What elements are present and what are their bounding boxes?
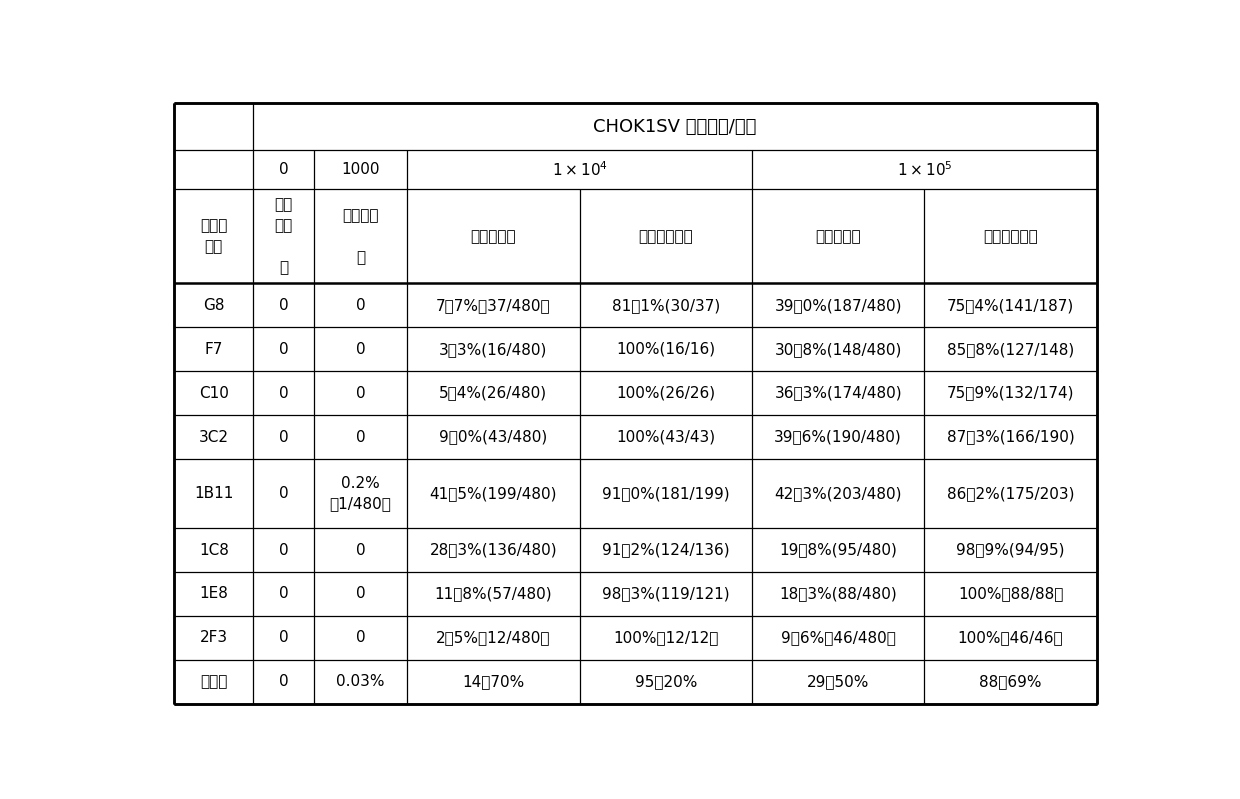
Text: 19．8%(95/480): 19．8%(95/480) xyxy=(779,543,897,558)
Text: 克隆
形成

率: 克隆 形成 率 xyxy=(274,197,293,276)
Text: 克隆形成率: 克隆形成率 xyxy=(470,229,516,244)
Text: 42．3%(203/480): 42．3%(203/480) xyxy=(775,486,901,501)
Text: 87．3%(166/190): 87．3%(166/190) xyxy=(946,430,1074,444)
Text: 0: 0 xyxy=(279,430,289,444)
Text: 细胞株
编号: 细胞株 编号 xyxy=(200,218,227,254)
Text: 100%（46/46）: 100%（46/46） xyxy=(957,630,1064,646)
Text: 9．0%(43/480): 9．0%(43/480) xyxy=(439,430,548,444)
Text: 2．5%（12/480）: 2．5%（12/480） xyxy=(436,630,551,646)
Text: 95．20%: 95．20% xyxy=(635,674,697,690)
Text: 0: 0 xyxy=(279,386,289,400)
Text: 单克隆形成率: 单克隆形成率 xyxy=(639,229,693,244)
Text: 平均值: 平均值 xyxy=(200,674,227,690)
Text: 85．8%(127/148): 85．8%(127/148) xyxy=(947,342,1074,356)
Text: F7: F7 xyxy=(205,342,223,356)
Text: 100%(26/26): 100%(26/26) xyxy=(616,386,715,400)
Text: 0: 0 xyxy=(356,386,366,400)
Text: 克隆形成

率: 克隆形成 率 xyxy=(342,208,379,264)
Text: G8: G8 xyxy=(203,298,224,312)
Text: 0: 0 xyxy=(279,630,289,646)
Text: 14．70%: 14．70% xyxy=(463,674,525,690)
Text: 81．1%(30/37): 81．1%(30/37) xyxy=(611,298,720,312)
Text: 86．2%(175/203): 86．2%(175/203) xyxy=(947,486,1074,501)
Text: 0: 0 xyxy=(279,543,289,558)
Text: 98．9%(94/95): 98．9%(94/95) xyxy=(956,543,1065,558)
Text: 28．3%(136/480): 28．3%(136/480) xyxy=(429,543,557,558)
Text: 克隆形成率: 克隆形成率 xyxy=(816,229,861,244)
Text: 0: 0 xyxy=(279,298,289,312)
Text: 91．0%(181/199): 91．0%(181/199) xyxy=(601,486,729,501)
Text: 11．8%(57/480): 11．8%(57/480) xyxy=(434,586,552,602)
Text: 1C8: 1C8 xyxy=(198,543,228,558)
Text: 39．0%(187/480): 39．0%(187/480) xyxy=(775,298,901,312)
Text: 0.03%: 0.03% xyxy=(336,674,384,690)
Text: 0: 0 xyxy=(279,674,289,690)
Text: 75．4%(141/187): 75．4%(141/187) xyxy=(947,298,1074,312)
Text: 100%（88/88）: 100%（88/88） xyxy=(957,586,1063,602)
Text: 75．9%(132/174): 75．9%(132/174) xyxy=(947,386,1074,400)
Text: 88．69%: 88．69% xyxy=(980,674,1042,690)
Text: 1E8: 1E8 xyxy=(200,586,228,602)
Text: 5．4%(26/480): 5．4%(26/480) xyxy=(439,386,547,400)
Text: CHOK1SV 密度（个/孔）: CHOK1SV 密度（个/孔） xyxy=(594,117,756,136)
Text: 0.2%
（1/480）: 0.2% （1/480） xyxy=(330,475,392,511)
Text: 3．3%(16/480): 3．3%(16/480) xyxy=(439,342,548,356)
Text: 单克隆形成率: 单克隆形成率 xyxy=(983,229,1038,244)
Text: 91．2%(124/136): 91．2%(124/136) xyxy=(601,543,729,558)
Text: 36．3%(174/480): 36．3%(174/480) xyxy=(774,386,901,400)
Text: 0: 0 xyxy=(356,543,366,558)
Text: 9．6%（46/480）: 9．6%（46/480） xyxy=(781,630,895,646)
Text: 7．7%（37/480）: 7．7%（37/480） xyxy=(436,298,551,312)
Text: 0: 0 xyxy=(356,430,366,444)
Text: 2F3: 2F3 xyxy=(200,630,228,646)
Text: 41．5%(199/480): 41．5%(199/480) xyxy=(429,486,557,501)
Text: 98．3%(119/121): 98．3%(119/121) xyxy=(601,586,729,602)
Text: 100%（12/12）: 100%（12/12） xyxy=(613,630,718,646)
Text: 0: 0 xyxy=(356,630,366,646)
Text: 30．8%(148/480): 30．8%(148/480) xyxy=(775,342,901,356)
Text: $1\times10^{4}$: $1\times10^{4}$ xyxy=(552,161,608,179)
Text: 1000: 1000 xyxy=(341,162,379,177)
Text: 0: 0 xyxy=(356,586,366,602)
Text: C10: C10 xyxy=(198,386,228,400)
Text: 0: 0 xyxy=(279,162,289,177)
Text: 100%(16/16): 100%(16/16) xyxy=(616,342,715,356)
Text: 3C2: 3C2 xyxy=(198,430,229,444)
Text: 18．3%(88/480): 18．3%(88/480) xyxy=(779,586,897,602)
Text: 1B11: 1B11 xyxy=(195,486,233,501)
Text: 0: 0 xyxy=(356,298,366,312)
Text: 100%(43/43): 100%(43/43) xyxy=(616,430,715,444)
Text: 39．6%(190/480): 39．6%(190/480) xyxy=(774,430,901,444)
Text: 29．50%: 29．50% xyxy=(807,674,869,690)
Text: 0: 0 xyxy=(279,342,289,356)
Text: 0: 0 xyxy=(279,586,289,602)
Text: $1\times10^{5}$: $1\times10^{5}$ xyxy=(897,161,952,179)
Text: 0: 0 xyxy=(279,486,289,501)
Text: 0: 0 xyxy=(356,342,366,356)
